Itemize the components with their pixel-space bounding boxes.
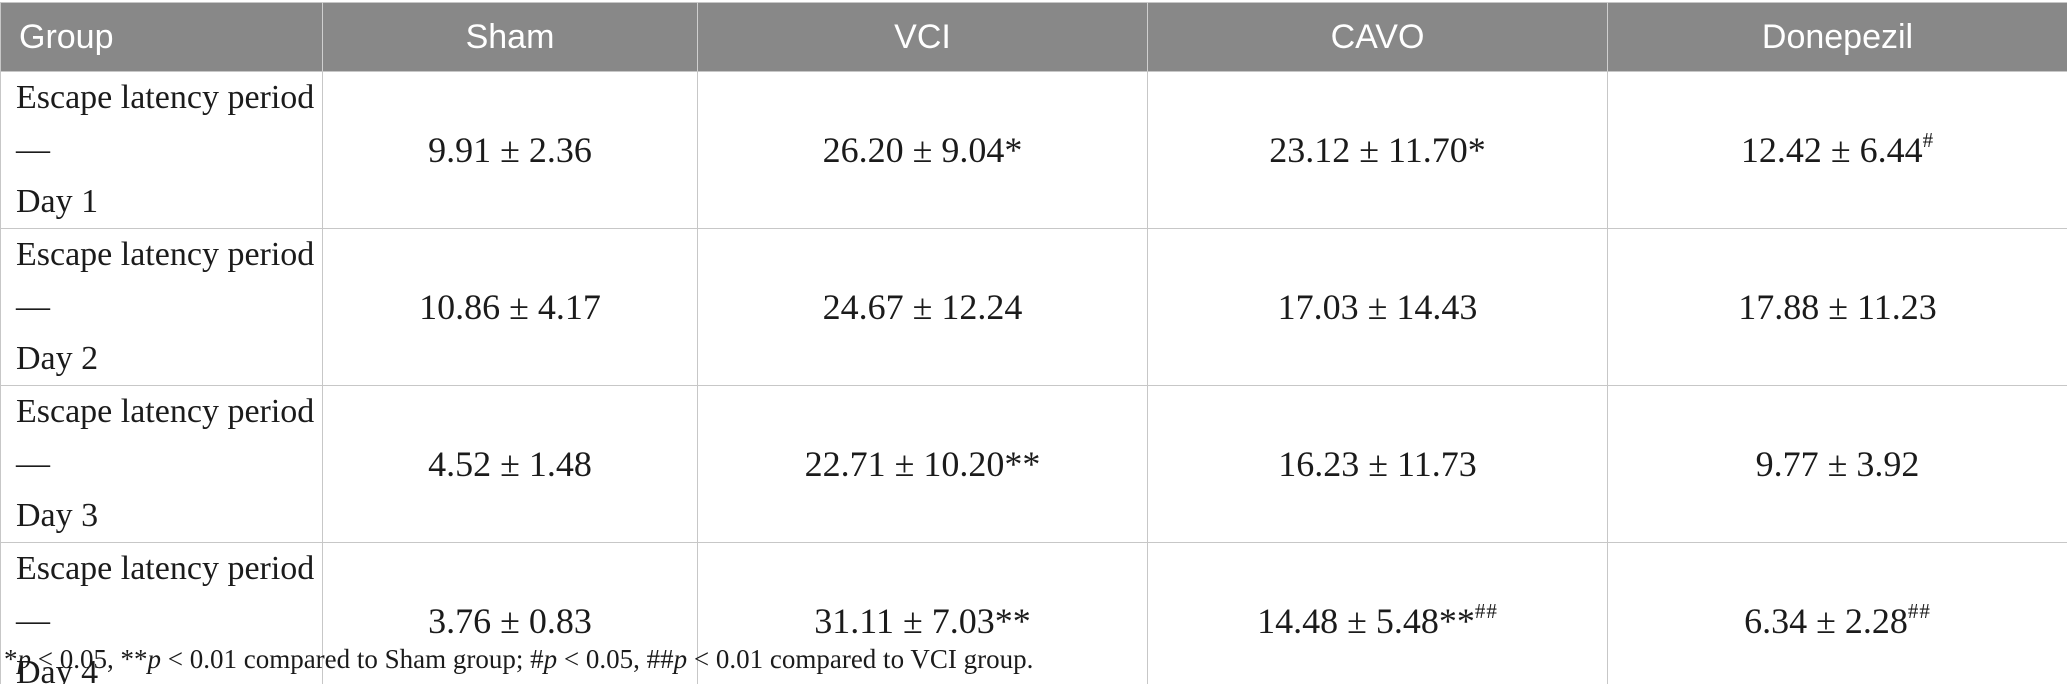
value-cell: 9.77 ± 3.92: [1607, 385, 2067, 543]
value-cell: 12.42 ± 6.44#: [1607, 71, 2067, 229]
footnote-text: < 0.01 compared to VCI group.: [687, 644, 1034, 674]
row-label: Escape latency period— Day 2: [0, 228, 323, 386]
footnote-p-italic: p: [673, 644, 688, 674]
significance-sup: #: [1922, 128, 1935, 152]
value-cell: 17.88 ± 11.23: [1607, 228, 2067, 386]
value-cell: 3.76 ± 0.83: [322, 542, 698, 684]
value-cell: 23.12 ± 11.70*: [1147, 71, 1608, 229]
footnote-text: *: [4, 644, 18, 674]
value-cell: 9.91 ± 2.36: [322, 71, 698, 229]
value-cell: 16.23 ± 11.73: [1147, 385, 1608, 543]
footnote-p-italic: p: [147, 644, 161, 674]
significance-sup: ##: [1907, 599, 1931, 623]
row-label-line1: Escape latency period—: [16, 236, 315, 325]
row-label: Escape latency period— Day 4: [0, 542, 323, 684]
value-text: 14.48 ± 5.48**: [1257, 601, 1475, 641]
value-text: 12.42 ± 6.44: [1740, 130, 1923, 170]
value-text: 3.76 ± 0.83: [428, 601, 592, 641]
column-header-vci: VCI: [697, 2, 1148, 72]
value-text: 26.20 ± 9.04*: [822, 130, 1023, 170]
table-row: Escape latency period— Day 3 4.52 ± 1.48…: [0, 385, 2067, 543]
value-text: 31.11 ± 7.03**: [814, 601, 1031, 641]
table-row: Escape latency period— Day 2 10.86 ± 4.1…: [0, 228, 2067, 386]
value-cell: 6.34 ± 2.28##: [1607, 542, 2067, 684]
value-cell: 10.86 ± 4.17: [322, 228, 698, 386]
row-label-line2: Day 1: [16, 183, 99, 220]
column-header-group: Group: [0, 2, 323, 72]
footnote-text: < 0.05, ##: [557, 644, 674, 674]
significance-sup: ##: [1474, 599, 1498, 623]
table-row: Escape latency period— Day 4 3.76 ± 0.83…: [0, 542, 2067, 684]
row-label: Escape latency period— Day 1: [0, 71, 323, 229]
row-label-line1: Escape latency period—: [16, 79, 315, 168]
value-cell: 24.67 ± 12.24: [697, 228, 1148, 386]
value-cell: 22.71 ± 10.20**: [697, 385, 1148, 543]
value-text: 9.91 ± 2.36: [428, 130, 592, 170]
value-text: 17.88 ± 11.23: [1738, 287, 1937, 327]
value-text: 9.77 ± 3.92: [1755, 444, 1920, 484]
footnote-text: < 0.05, **: [31, 644, 148, 674]
value-text: 24.67 ± 12.24: [822, 287, 1023, 327]
value-cell: 31.11 ± 7.03**: [697, 542, 1148, 684]
row-label: Escape latency period— Day 3: [0, 385, 323, 543]
row-label-line2: Day 4: [16, 654, 99, 684]
footnote-p-italic: p: [17, 644, 32, 674]
value-text: 10.86 ± 4.17: [419, 287, 601, 327]
column-header-cavo: CAVO: [1147, 2, 1608, 72]
value-text: 6.34 ± 2.28: [1744, 601, 1908, 641]
value-text: 22.71 ± 10.20**: [804, 444, 1041, 484]
value-cell: 14.48 ± 5.48**##: [1147, 542, 1608, 684]
value-cell: 26.20 ± 9.04*: [697, 71, 1148, 229]
value-cell: 17.03 ± 14.43: [1147, 228, 1608, 386]
table-row: Escape latency period— Day 1 9.91 ± 2.36…: [0, 71, 2067, 229]
value-cell: 4.52 ± 1.48: [322, 385, 698, 543]
footnote-text: < 0.01 compared to Sham group; #: [160, 644, 544, 674]
value-text: 23.12 ± 11.70*: [1269, 130, 1486, 170]
row-label-line2: Day 3: [16, 497, 99, 534]
row-label-line2: Day 2: [16, 340, 99, 377]
row-label-line1: Escape latency period—: [16, 393, 315, 482]
column-header-donepezil: Donepezil: [1607, 2, 2067, 72]
value-text: 17.03 ± 14.43: [1277, 287, 1478, 327]
table-header-row: Group Sham VCI CAVO Donepezil: [0, 2, 2067, 72]
value-text: 4.52 ± 1.48: [428, 444, 592, 484]
footnote: *p < 0.05, **p < 0.01 compared to Sham g…: [4, 639, 1033, 679]
value-text: 16.23 ± 11.73: [1278, 444, 1477, 484]
row-label-line1: Escape latency period—: [16, 550, 315, 639]
column-header-sham: Sham: [322, 2, 698, 72]
footnote-p-italic: p: [543, 644, 558, 674]
